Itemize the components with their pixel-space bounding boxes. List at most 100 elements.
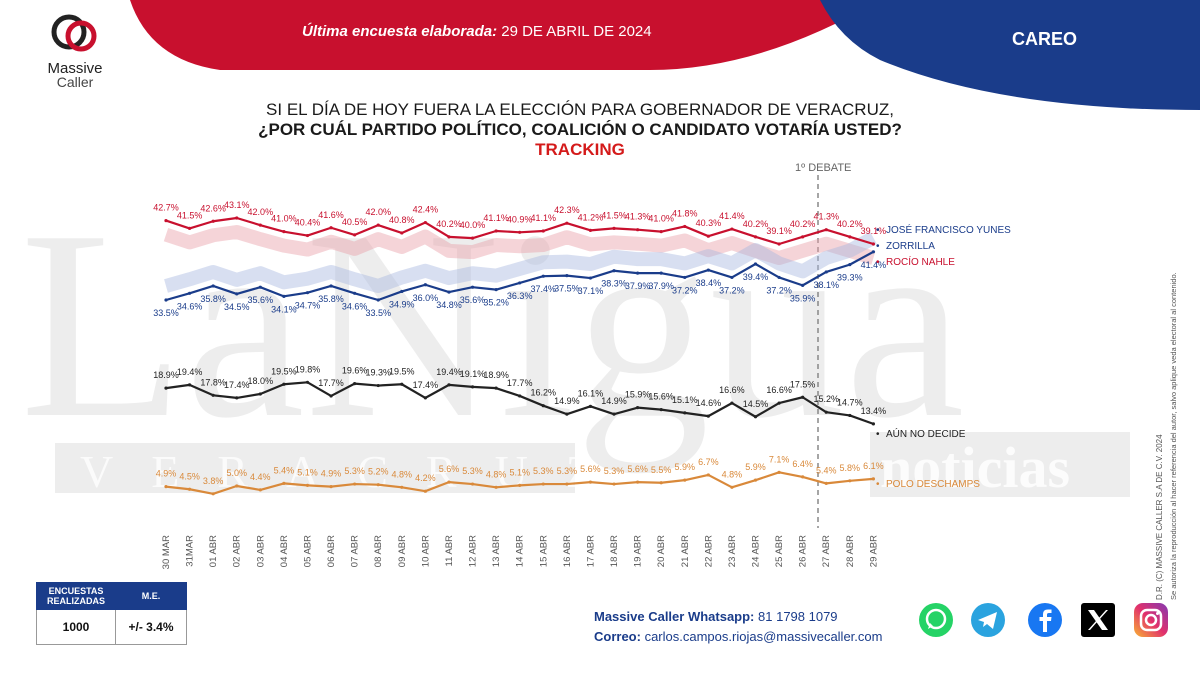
data-point — [753, 235, 758, 239]
data-label: 41.2% — [578, 212, 604, 222]
data-point — [848, 263, 852, 267]
telegram-icon[interactable] — [970, 602, 1006, 638]
section-title: CAREO — [1012, 29, 1078, 49]
x-tick-label: 09 ABR — [397, 535, 408, 567]
data-point — [447, 480, 451, 484]
data-point — [518, 394, 522, 398]
data-point — [730, 275, 734, 280]
data-point — [565, 482, 569, 486]
x-tick-label: 08 ABR — [373, 535, 384, 567]
data-label: 34.9% — [389, 299, 415, 309]
email-link[interactable]: carlos.campos.riojas@massivecaller.com — [644, 629, 883, 644]
data-point — [518, 281, 522, 285]
data-label: 5.1% — [509, 467, 530, 477]
data-point — [518, 483, 522, 487]
data-label: 34.8% — [436, 300, 462, 310]
data-label: 6.4% — [792, 459, 813, 469]
data-label: 4.2% — [415, 473, 436, 483]
data-label: 41.0% — [271, 214, 297, 224]
data-label: 5.9% — [675, 462, 696, 472]
x-tick-label: 19 ABR — [633, 535, 644, 567]
data-label: 41.1% — [483, 213, 509, 223]
data-label: 5.2% — [368, 467, 389, 477]
data-label: 19.3% — [365, 368, 391, 378]
data-point — [659, 408, 663, 412]
data-point — [777, 401, 781, 405]
data-point — [305, 291, 310, 295]
header-red-band — [130, 0, 880, 70]
data-point — [824, 228, 828, 232]
data-label: 37.1% — [578, 286, 604, 296]
data-label: 4.9% — [321, 469, 342, 479]
data-point — [636, 406, 640, 410]
data-label: 5.3% — [462, 466, 483, 476]
debate-label: 1º DEBATE — [795, 162, 851, 174]
copyright-line1: D.R. (C) MASSIVE CALLER S.A DE C.V. 2024 — [1155, 434, 1164, 600]
data-label: 34.7% — [295, 301, 321, 311]
data-label: 38.1% — [813, 280, 839, 290]
x-tick-label: 04 ABR — [279, 535, 290, 567]
data-point — [164, 219, 168, 223]
whatsapp-number[interactable]: 81 1798 1079 — [758, 609, 838, 624]
data-label: 5.6% — [439, 464, 460, 474]
data-label: 15.6% — [648, 392, 674, 402]
watermark-city: VERACRUZ — [80, 446, 632, 497]
data-label: 37.4% — [531, 284, 557, 294]
x-tick-label: 15 ABR — [538, 535, 549, 567]
data-label: 42.3% — [554, 205, 580, 215]
facebook-icon[interactable] — [1027, 602, 1063, 638]
data-label: 42.0% — [248, 207, 274, 217]
question-line1: SI EL DÍA DE HOY FUERA LA ELECCIÓN PARA … — [266, 100, 894, 119]
data-label: 42.7% — [153, 203, 179, 213]
data-label: 5.4% — [274, 465, 295, 475]
data-point — [730, 485, 734, 489]
data-label: 35.8% — [318, 294, 344, 304]
data-label: 34.6% — [177, 301, 203, 311]
data-label: 15.1% — [672, 395, 698, 405]
legend-bullet: • — [876, 257, 880, 268]
data-label: 40.2% — [790, 219, 816, 229]
data-point — [777, 275, 781, 280]
data-point — [636, 228, 640, 232]
x-icon[interactable] — [1080, 602, 1116, 638]
whatsapp-icon[interactable] — [918, 602, 954, 638]
data-point — [612, 482, 616, 486]
data-point — [211, 284, 215, 288]
data-label: 19.4% — [177, 367, 203, 377]
data-point — [282, 230, 286, 234]
data-label: 14.6% — [696, 398, 722, 408]
data-point — [494, 229, 498, 233]
instagram-icon[interactable] — [1133, 602, 1169, 638]
x-tick-label: 17 ABR — [585, 535, 596, 567]
header-navy-band — [820, 0, 1200, 110]
data-point — [470, 236, 475, 240]
data-point — [541, 482, 545, 486]
data-point — [612, 269, 616, 273]
data-label: 42.0% — [365, 207, 391, 217]
data-point — [541, 404, 545, 408]
data-label: 5.1% — [297, 467, 318, 477]
me-value: +/- 3.4% — [115, 609, 187, 645]
data-label: 41.5% — [177, 210, 203, 220]
data-label: 39.3% — [837, 273, 863, 283]
email-label: Correo: — [594, 629, 641, 644]
series-band-0 — [164, 231, 877, 293]
data-point — [376, 383, 380, 388]
data-label: 19.4% — [436, 367, 462, 377]
data-point — [400, 485, 404, 489]
data-point — [871, 422, 876, 426]
data-point — [706, 414, 710, 418]
data-point — [305, 233, 310, 238]
data-label: 43.1% — [224, 200, 250, 210]
data-point — [164, 386, 168, 390]
copyright-note: D.R. (C) MASSIVE CALLER S.A DE C.V. 2024… — [1155, 272, 1178, 600]
data-point — [329, 284, 333, 288]
data-label: 41.0% — [648, 214, 674, 224]
data-label: 17.8% — [200, 377, 226, 387]
data-label: 40.5% — [342, 217, 368, 227]
data-label: 41.4% — [719, 211, 745, 221]
data-point — [494, 485, 498, 489]
data-label: 4.9% — [156, 469, 177, 479]
x-tick-label: 13 ABR — [491, 535, 502, 567]
data-label: 40.3% — [696, 218, 722, 228]
